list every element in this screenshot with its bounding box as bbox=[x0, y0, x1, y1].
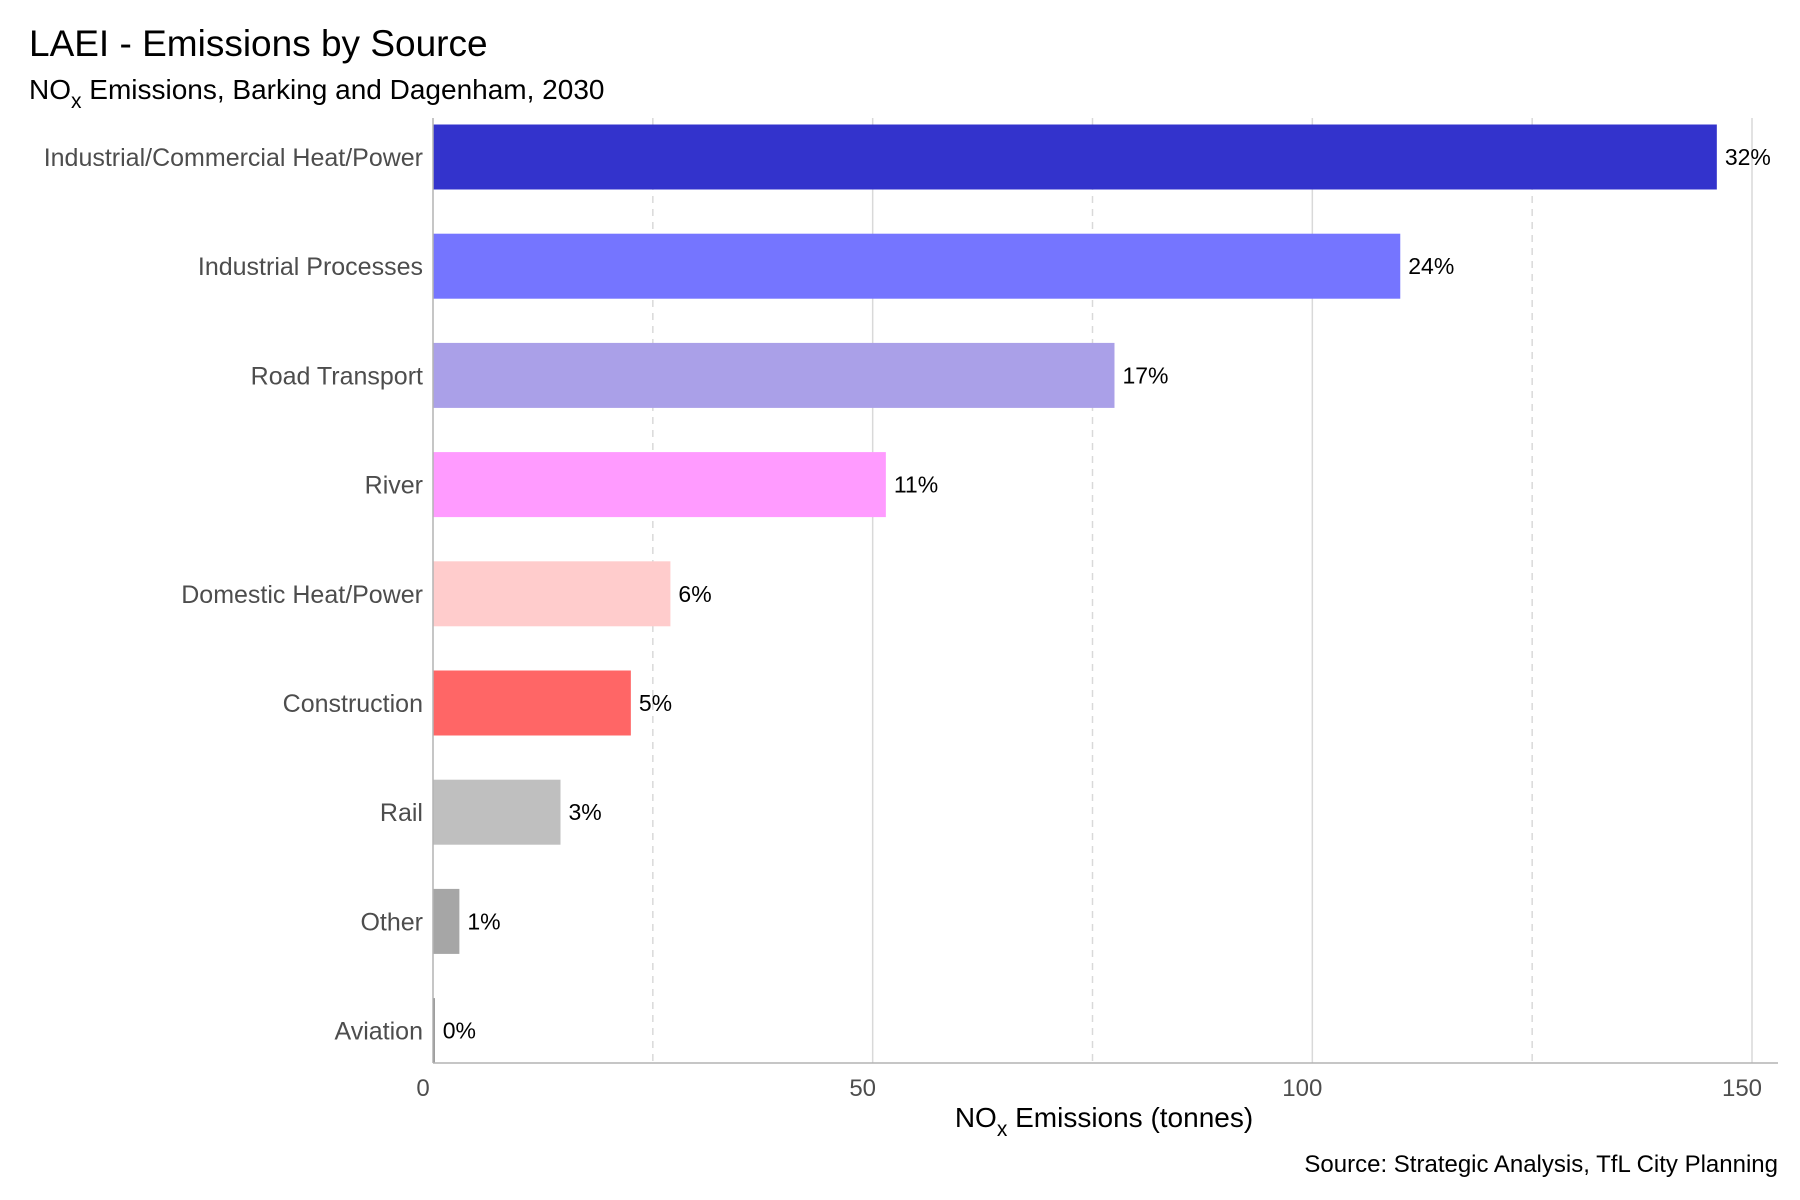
category-label: River bbox=[365, 472, 423, 500]
data-label: 0% bbox=[443, 1018, 476, 1044]
bar bbox=[433, 342, 1115, 408]
chart-caption: Source: Strategic Analysis, TfL City Pla… bbox=[1304, 1151, 1778, 1178]
bar-layer bbox=[433, 124, 1717, 1064]
bar bbox=[433, 452, 886, 518]
data-label: 5% bbox=[639, 690, 672, 716]
category-label: Industrial Processes bbox=[198, 253, 423, 281]
chart-subtitle: NOx Emissions, Barking and Dagenham, 203… bbox=[29, 74, 604, 113]
category-label: Other bbox=[360, 908, 423, 936]
subtitle-subscript: x bbox=[71, 90, 82, 113]
data-label: 11% bbox=[894, 472, 938, 498]
label-layer: 0 50 100 150 Industrial/Commercial Heat/Powe… bbox=[44, 144, 1771, 1102]
axis-layer bbox=[432, 118, 1778, 1064]
x-tick-label: 0 bbox=[416, 1075, 429, 1102]
category-label: Aviation bbox=[335, 1018, 424, 1046]
x-axis-title: NOx Emissions (tonnes) bbox=[955, 1102, 1253, 1141]
subtitle-suffix: Emissions, Barking and Dagenham, 2030 bbox=[82, 74, 605, 105]
category-label: Road Transport bbox=[251, 362, 423, 390]
data-label: 24% bbox=[1408, 253, 1454, 279]
bar bbox=[433, 998, 435, 1064]
subtitle-prefix: NO bbox=[29, 74, 71, 105]
data-label: 17% bbox=[1122, 362, 1168, 388]
data-label: 1% bbox=[467, 908, 500, 934]
category-label: Rail bbox=[380, 799, 423, 827]
x-axis-title-prefix: NO bbox=[955, 1102, 997, 1133]
bar bbox=[433, 233, 1401, 299]
x-tick-label: 50 bbox=[849, 1075, 876, 1102]
data-label: 32% bbox=[1725, 144, 1771, 170]
data-label: 6% bbox=[678, 581, 711, 607]
category-label: Domestic Heat/Power bbox=[181, 581, 423, 609]
bar bbox=[433, 561, 671, 627]
bar bbox=[433, 670, 631, 736]
bar bbox=[433, 888, 460, 954]
category-label: Industrial/Commercial Heat/Power bbox=[44, 144, 423, 172]
x-axis-title-suffix: Emissions (tonnes) bbox=[1007, 1102, 1253, 1133]
x-tick-label: 100 bbox=[1282, 1075, 1322, 1102]
data-label: 3% bbox=[569, 799, 602, 825]
category-label: Construction bbox=[283, 690, 423, 718]
x-axis-title-subscript: x bbox=[997, 1118, 1008, 1141]
bar bbox=[433, 124, 1717, 190]
x-tick-label: 150 bbox=[1722, 1075, 1762, 1102]
chart-title: LAEI - Emissions by Source bbox=[29, 23, 488, 64]
bar bbox=[433, 779, 561, 845]
